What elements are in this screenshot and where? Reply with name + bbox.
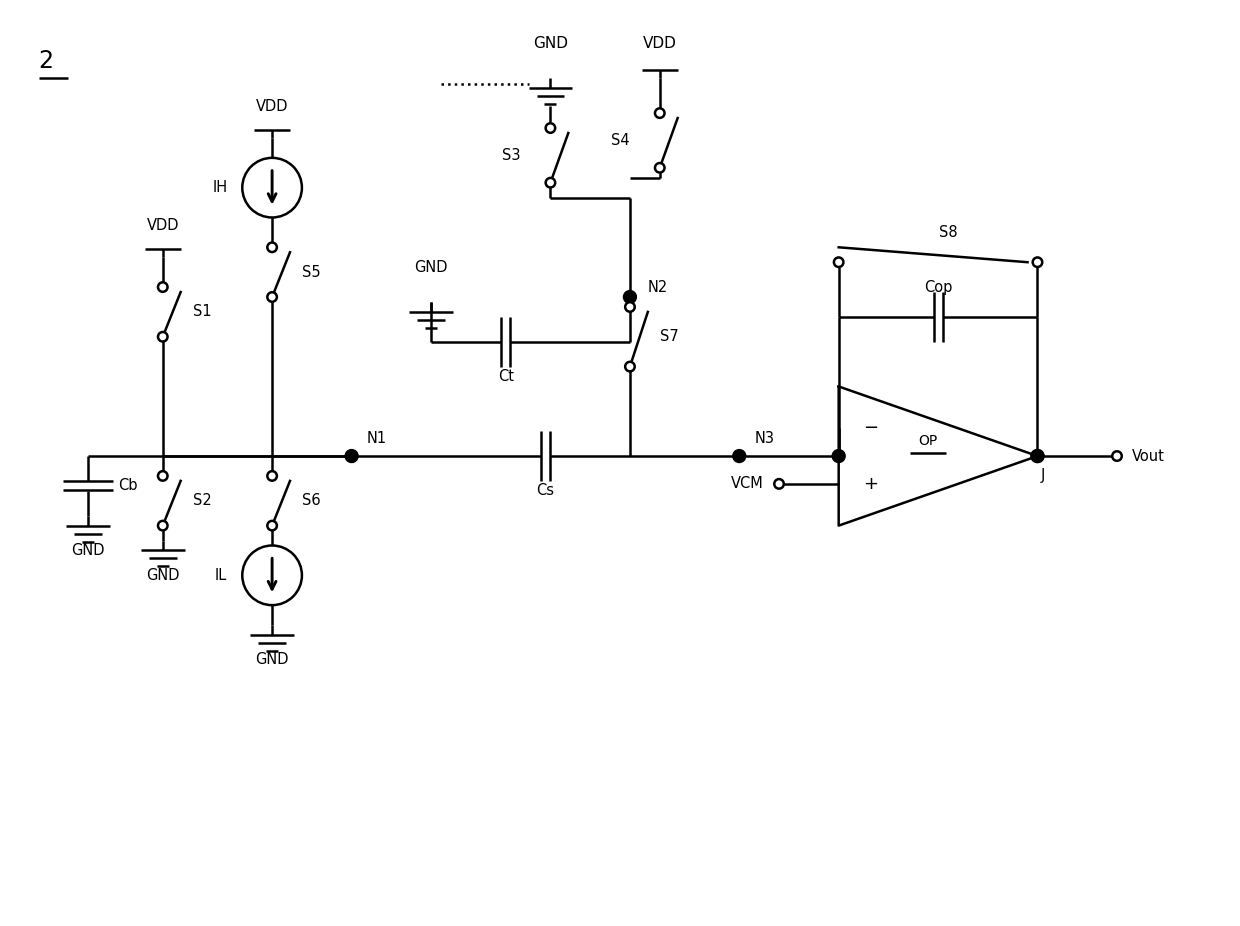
- Text: Ct: Ct: [497, 369, 513, 384]
- Circle shape: [157, 282, 167, 292]
- Text: N3: N3: [754, 431, 774, 445]
- Text: Cop: Cop: [924, 280, 952, 294]
- Text: GND: GND: [414, 259, 448, 275]
- Text: GND: GND: [146, 568, 180, 582]
- Circle shape: [242, 157, 301, 218]
- Text: S8: S8: [939, 225, 957, 240]
- Text: S1: S1: [192, 305, 211, 319]
- Circle shape: [733, 450, 745, 462]
- Text: S5: S5: [301, 265, 321, 280]
- Circle shape: [268, 471, 277, 481]
- Text: VDD: VDD: [642, 36, 677, 51]
- Circle shape: [625, 362, 635, 371]
- Circle shape: [835, 257, 843, 267]
- Text: OP: OP: [919, 434, 937, 448]
- Text: S7: S7: [660, 330, 678, 344]
- Circle shape: [268, 293, 277, 302]
- Circle shape: [268, 243, 277, 252]
- Text: VDD: VDD: [146, 218, 179, 233]
- Text: GND: GND: [72, 543, 105, 558]
- Text: −: −: [863, 419, 879, 437]
- Circle shape: [345, 450, 358, 462]
- Circle shape: [546, 123, 556, 132]
- Text: IH: IH: [212, 181, 227, 195]
- Text: S2: S2: [192, 494, 211, 508]
- Text: S6: S6: [301, 494, 321, 508]
- Circle shape: [625, 302, 635, 312]
- Text: VCM: VCM: [732, 476, 764, 492]
- Text: GND: GND: [255, 652, 289, 668]
- Circle shape: [832, 450, 846, 462]
- Text: S3: S3: [502, 148, 521, 163]
- Text: IL: IL: [215, 568, 227, 582]
- Circle shape: [1033, 257, 1043, 267]
- Circle shape: [1030, 450, 1044, 462]
- Text: N1: N1: [367, 431, 387, 445]
- Text: Vout: Vout: [1132, 448, 1164, 464]
- Text: VDD: VDD: [255, 99, 289, 114]
- Text: +: +: [863, 475, 878, 493]
- Circle shape: [157, 520, 167, 531]
- Circle shape: [157, 332, 167, 342]
- Text: 2: 2: [38, 48, 53, 72]
- Circle shape: [1112, 451, 1122, 461]
- Text: Cs: Cs: [537, 483, 554, 498]
- Text: Cb: Cb: [118, 479, 138, 494]
- Circle shape: [157, 471, 167, 481]
- Circle shape: [242, 545, 301, 606]
- Circle shape: [655, 108, 665, 118]
- Text: S4: S4: [611, 133, 630, 148]
- Text: N2: N2: [647, 280, 668, 294]
- Circle shape: [546, 178, 556, 187]
- Circle shape: [624, 291, 636, 304]
- Text: J: J: [1040, 469, 1044, 483]
- Text: GND: GND: [533, 36, 568, 51]
- Circle shape: [655, 163, 665, 172]
- Circle shape: [268, 520, 277, 531]
- Circle shape: [1030, 450, 1044, 462]
- Circle shape: [774, 479, 784, 489]
